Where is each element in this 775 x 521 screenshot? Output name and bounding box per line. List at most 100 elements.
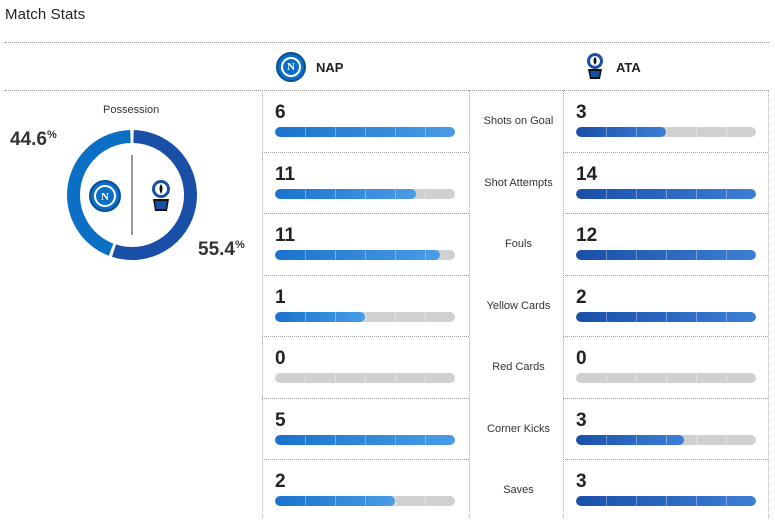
bar-segment-tick: [425, 373, 426, 383]
bar-segment-tick: [395, 373, 396, 383]
bar-segment-tick: [335, 373, 336, 383]
stat-label: Shots on Goal: [483, 115, 554, 127]
bar-segment-tick: [395, 435, 396, 445]
bar-segment-tick: [636, 373, 637, 383]
bar-segment-tick: [696, 127, 697, 137]
home-stat-value: 1: [275, 287, 286, 308]
row-divider: [262, 213, 469, 214]
away-possession-arc: [111, 130, 197, 260]
bar-segment-tick: [666, 189, 667, 199]
bar-segment-tick: [305, 189, 306, 199]
bar-segment-tick: [726, 373, 727, 383]
away-stat-bar: [576, 373, 756, 383]
row-divider: [262, 275, 469, 276]
bar-segment-tick: [425, 312, 426, 322]
home-stat-bar: [275, 189, 455, 199]
away-stat-bar-fill: [576, 127, 666, 137]
bar-segment-tick: [696, 189, 697, 199]
bar-segment-tick: [395, 496, 396, 506]
home-stat-bar: [275, 496, 455, 506]
away-stat-bar: [576, 127, 756, 137]
away-stat-bar: [576, 189, 756, 199]
stat-label: Shot Attempts: [484, 177, 553, 189]
home-stat-value: 11: [275, 164, 296, 185]
stat-row: 11 Fouls 12: [262, 213, 768, 275]
bar-segment-tick: [365, 373, 366, 383]
stat-row: 5 Corner Kicks 3: [262, 398, 768, 460]
home-stat-bar-fill: [275, 127, 455, 137]
bar-segment-tick: [606, 435, 607, 445]
possession-donut-chart: N: [67, 130, 197, 260]
bar-segment-tick: [365, 250, 366, 260]
row-divider: [563, 275, 768, 276]
bar-segment-tick: [305, 496, 306, 506]
away-stat-value: 3: [576, 102, 587, 123]
bar-segment-tick: [636, 496, 637, 506]
away-team-header: ATA: [584, 50, 641, 84]
bar-segment-tick: [636, 435, 637, 445]
page-title: Match Stats: [5, 6, 86, 23]
away-possession-value: 55.4%: [198, 239, 245, 260]
bar-segment-tick: [696, 312, 697, 322]
home-stat-bar: [275, 250, 455, 260]
bar-segment-tick: [305, 373, 306, 383]
bar-segment-tick: [666, 496, 667, 506]
bar-segment-tick: [636, 189, 637, 199]
home-stat-bar: [275, 373, 455, 383]
bar-segment-tick: [365, 189, 366, 199]
bar-segment-tick: [335, 496, 336, 506]
away-stat-bar: [576, 250, 756, 260]
bar-segment-tick: [365, 127, 366, 137]
bar-segment-tick: [395, 127, 396, 137]
bar-segment-tick: [636, 250, 637, 260]
home-team-abbr: NAP: [316, 59, 344, 75]
stat-row: 0 Red Cards 0: [262, 336, 768, 398]
bar-segment-tick: [666, 373, 667, 383]
row-divider: [563, 152, 768, 153]
bar-segment-tick: [606, 312, 607, 322]
home-stat-bar-fill: [275, 250, 441, 260]
home-stat-value: 6: [275, 102, 286, 123]
bar-segment-tick: [425, 435, 426, 445]
header-divider-bottom: [5, 90, 769, 91]
bar-segment-tick: [726, 312, 727, 322]
row-divider: [563, 459, 768, 460]
bar-segment-tick: [365, 312, 366, 322]
bar-segment-tick: [395, 189, 396, 199]
row-divider: [563, 398, 768, 399]
bar-segment-tick: [305, 435, 306, 445]
bar-segment-tick: [696, 435, 697, 445]
home-stat-bar-fill: [275, 496, 396, 506]
stat-row: 1 Yellow Cards 2: [262, 275, 768, 337]
row-divider: [563, 336, 768, 337]
bar-segment-tick: [696, 496, 697, 506]
bar-segment-tick: [425, 189, 426, 199]
home-stat-bar: [275, 312, 455, 322]
stat-row: 6 Shots on Goal 3: [262, 90, 768, 152]
header-divider: [5, 42, 769, 43]
bar-segment-tick: [606, 250, 607, 260]
napoli-donut-logo-icon: N: [89, 180, 121, 212]
away-stat-bar: [576, 312, 756, 322]
bar-segment-tick: [666, 250, 667, 260]
bar-segment-tick: [666, 435, 667, 445]
away-stat-bar-fill: [576, 435, 684, 445]
home-stat-value: 2: [275, 471, 286, 492]
away-stat-value: 0: [576, 348, 587, 369]
home-stat-value: 5: [275, 410, 286, 431]
bar-segment-tick: [395, 312, 396, 322]
bar-segment-tick: [696, 250, 697, 260]
stat-label: Saves: [503, 484, 534, 496]
away-stat-value: 3: [576, 410, 587, 431]
stat-label: Fouls: [505, 238, 532, 250]
bar-segment-tick: [696, 373, 697, 383]
away-stat-bar-fill: [576, 189, 756, 199]
away-stat-value: 3: [576, 471, 587, 492]
away-stat-value: 14: [576, 164, 598, 185]
home-team-header: N NAP: [276, 50, 343, 84]
bar-segment-tick: [305, 312, 306, 322]
stat-row: 11 Shot Attempts 14: [262, 152, 768, 214]
bar-segment-tick: [636, 127, 637, 137]
bar-segment-tick: [305, 127, 306, 137]
svg-text:N: N: [101, 191, 109, 203]
